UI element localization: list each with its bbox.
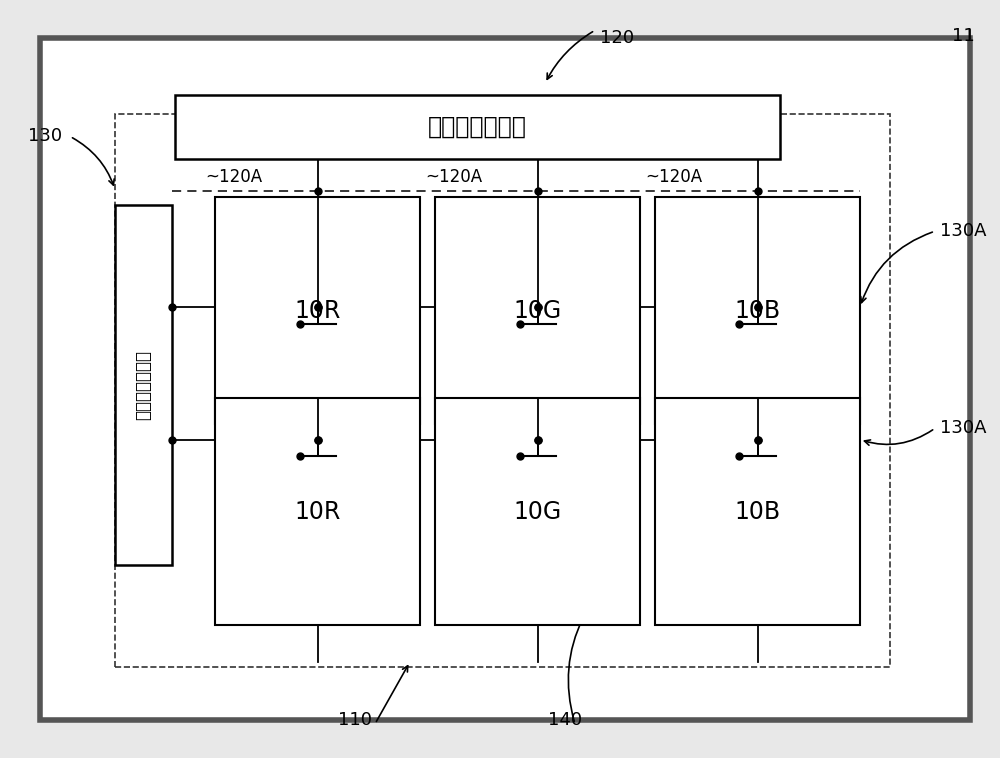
Bar bbox=[215, 398, 420, 625]
Text: ~120A: ~120A bbox=[645, 168, 702, 186]
Bar bbox=[655, 398, 860, 625]
Text: 130: 130 bbox=[28, 127, 62, 146]
Text: 10G: 10G bbox=[513, 299, 562, 323]
Bar bbox=[115, 205, 172, 565]
Text: 10B: 10B bbox=[734, 299, 781, 323]
Text: ~120A: ~120A bbox=[425, 168, 482, 186]
Text: 10R: 10R bbox=[294, 500, 341, 524]
Text: 140: 140 bbox=[548, 711, 582, 729]
Text: 10G: 10G bbox=[513, 500, 562, 524]
Bar bbox=[435, 398, 640, 625]
Bar bbox=[115, 114, 890, 667]
Text: ~120A: ~120A bbox=[205, 168, 262, 186]
Bar bbox=[175, 95, 780, 159]
Text: 130A: 130A bbox=[940, 222, 986, 240]
Text: 110: 110 bbox=[338, 711, 372, 729]
Bar bbox=[435, 197, 640, 424]
Text: 10R: 10R bbox=[294, 299, 341, 323]
Bar bbox=[655, 197, 860, 424]
Text: 扫描线驱动电路: 扫描线驱动电路 bbox=[135, 349, 153, 420]
Text: 120: 120 bbox=[600, 29, 634, 47]
Text: 130A: 130A bbox=[940, 419, 986, 437]
Text: 11: 11 bbox=[952, 27, 975, 45]
Bar bbox=[215, 197, 420, 424]
Text: 信号线驱动电路: 信号线驱动电路 bbox=[428, 115, 527, 139]
Text: 10B: 10B bbox=[734, 500, 781, 524]
